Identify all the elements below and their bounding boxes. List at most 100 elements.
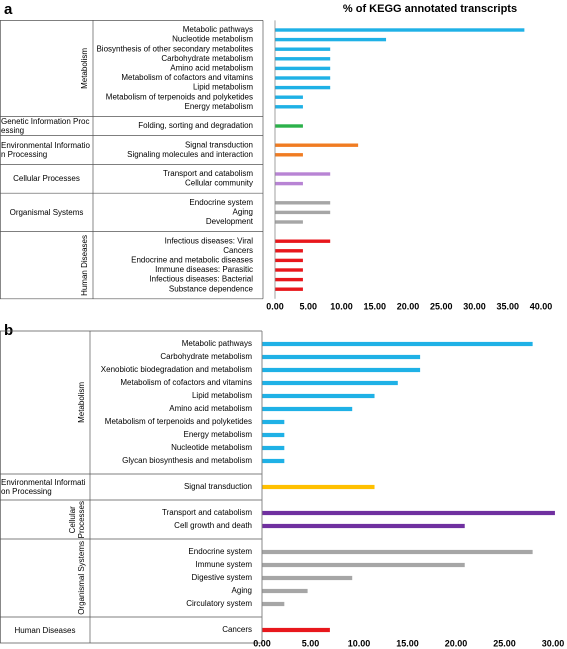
category-label: Metabolism of terpenoids and polyketides xyxy=(105,417,252,426)
panel-label: a xyxy=(4,1,13,18)
bar xyxy=(262,562,465,568)
bar xyxy=(275,210,331,215)
x-tick-label: 25.00 xyxy=(493,638,516,648)
category-label: Substance dependence xyxy=(169,284,254,293)
category-label: Circulatory system xyxy=(186,599,252,608)
category-label: Energy metabolism xyxy=(185,102,254,111)
category-label: Endocrine and metabolic diseases xyxy=(131,256,253,265)
category-label: Infectious diseases: Viral xyxy=(165,236,254,245)
category-label: Metabolism of terpenoids and polyketides xyxy=(106,92,253,101)
category-label: Folding, sorting and degradation xyxy=(138,121,253,130)
category-label: Endocrine system xyxy=(189,198,253,207)
group-label: Human Diseases xyxy=(0,617,90,643)
bar xyxy=(262,458,285,464)
x-tick-label: 0.00 xyxy=(266,301,284,311)
x-tick-label: 15.00 xyxy=(363,301,386,311)
category-label: Lipid metabolism xyxy=(192,391,252,400)
panel-label: b xyxy=(4,322,13,339)
category-label: Aging xyxy=(233,208,253,217)
x-tick-label: 30.00 xyxy=(542,638,565,648)
group-label-text: Environmental Information Processing xyxy=(1,140,90,159)
category-label: Lipid metabolism xyxy=(193,83,253,92)
category-label: Aging xyxy=(232,586,252,595)
category-label: Cancers xyxy=(222,625,252,634)
bar xyxy=(262,393,375,399)
category-label: Cancers xyxy=(223,246,253,255)
x-tick-label: 10.00 xyxy=(330,301,353,311)
category-label: Transport and catabolism xyxy=(162,508,252,517)
bar xyxy=(275,143,359,147)
group-label: Genetic Information Processing xyxy=(0,116,93,135)
bar xyxy=(262,354,421,360)
group-label-text: Genetic Information Processing xyxy=(1,116,90,135)
category-label: Carbohydrate metabolism xyxy=(160,352,252,361)
bar xyxy=(262,575,353,581)
category-label: Cell growth and death xyxy=(174,521,252,530)
x-tick-label: 5.00 xyxy=(302,638,320,648)
bar xyxy=(262,510,555,516)
x-tick-label: 10.00 xyxy=(348,638,371,648)
bar xyxy=(262,588,308,594)
bar xyxy=(262,484,375,490)
x-tick-label: 20.00 xyxy=(397,301,420,311)
bar xyxy=(275,172,331,176)
group-label-text: Organismal Systems xyxy=(77,541,86,615)
bar xyxy=(262,380,398,386)
bar xyxy=(262,601,285,607)
x-tick-label: 35.00 xyxy=(496,301,519,311)
category-label: Amino acid metabolism xyxy=(170,64,253,73)
x-tick-label: 15.00 xyxy=(396,638,419,648)
category-label: Metabolic pathways xyxy=(182,339,252,348)
category-label: Energy metabolism xyxy=(184,430,253,439)
category-label: Development xyxy=(206,217,254,226)
x-tick-label: 40.00 xyxy=(530,301,553,311)
category-label: Nucleotide metabolism xyxy=(171,443,252,452)
bar xyxy=(275,85,331,90)
x-tick-label: 0.00 xyxy=(253,638,271,648)
group-label: Environmental Information Processing xyxy=(0,474,90,500)
category-label: Metabolic pathways xyxy=(183,25,253,34)
bar xyxy=(262,367,421,373)
category-label: Cellular community xyxy=(185,179,253,188)
bar xyxy=(275,95,303,99)
category-label: Metabolism of cofactors and vitamins xyxy=(121,73,253,82)
category-label: Biosynthesis of other secondary metaboli… xyxy=(96,44,253,53)
category-label: Xenobiotic biodegradation and metabolism xyxy=(101,365,253,374)
bar xyxy=(262,445,285,451)
category-label: Digestive system xyxy=(192,573,253,582)
group-label-text: Human Diseases xyxy=(14,625,76,635)
bar xyxy=(275,105,303,109)
category-label: Infectious diseases: Bacterial xyxy=(149,275,253,284)
bar xyxy=(262,523,465,529)
bar xyxy=(275,76,331,80)
bar xyxy=(275,28,525,32)
bar xyxy=(275,277,303,282)
category-label: Glycan biosynthesis and metabolism xyxy=(122,456,252,465)
category-label: Signal transduction xyxy=(184,482,252,491)
bar xyxy=(262,341,533,347)
x-tick-label: 25.00 xyxy=(430,301,453,311)
group-label-text: Human Diseases xyxy=(80,234,89,296)
chart-title: % of KEGG annotated transcripts xyxy=(343,3,517,15)
bar xyxy=(262,419,285,425)
bar xyxy=(275,287,303,291)
bar xyxy=(275,181,303,186)
group-label: Metabolism xyxy=(0,331,90,474)
bar xyxy=(275,220,303,224)
group-label-text: Organismal Systems xyxy=(9,207,84,217)
group-label-text: Metabolism xyxy=(77,382,86,423)
category-label: Endocrine system xyxy=(188,547,252,556)
x-tick-label: 30.00 xyxy=(463,301,486,311)
group-label: Metabolism xyxy=(0,20,93,116)
bar xyxy=(262,549,533,555)
bar xyxy=(262,432,285,438)
category-label: Metabolism of cofactors and vitamins xyxy=(120,378,252,387)
group-label-text: Environmental Information Processing xyxy=(1,478,86,496)
bar xyxy=(275,57,331,61)
category-label: Signal transduction xyxy=(185,140,253,149)
group-label: Cellular Processes xyxy=(0,164,93,193)
group-label: Organismal Systems xyxy=(0,539,90,617)
category-label: Immune diseases: Parasitic xyxy=(155,265,253,274)
